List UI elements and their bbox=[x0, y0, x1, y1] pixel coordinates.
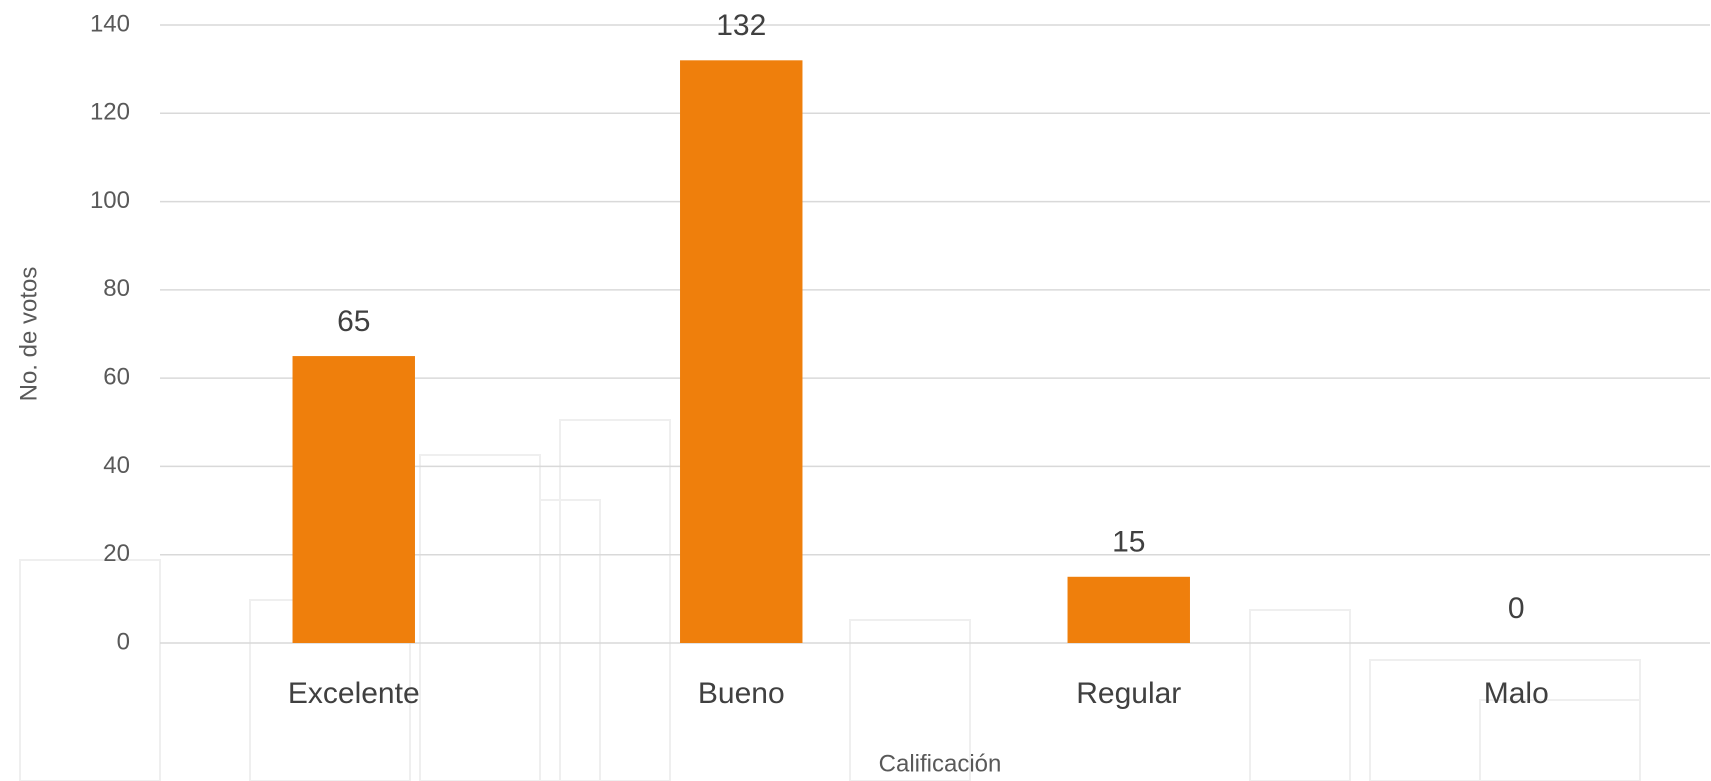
y-axis-title: No. de votos bbox=[15, 267, 42, 402]
y-tick-label: 40 bbox=[103, 452, 130, 479]
bar bbox=[1068, 577, 1190, 643]
x-tick-label: Regular bbox=[1076, 677, 1181, 710]
x-tick-label: Excelente bbox=[288, 677, 420, 710]
chart: No. de votos Calificación 0 20 40 60 80 100 12… bbox=[0, 0, 1711, 781]
bar bbox=[293, 356, 415, 643]
value-label: 15 bbox=[1112, 526, 1145, 559]
x-tick-label: Malo bbox=[1484, 677, 1549, 710]
value-label: 65 bbox=[337, 305, 370, 338]
bar bbox=[680, 60, 802, 643]
x-tick-label: Bueno bbox=[698, 677, 785, 710]
y-tick-label: 60 bbox=[103, 363, 130, 390]
background-sketch bbox=[20, 420, 1640, 781]
y-tick-label: 120 bbox=[90, 99, 130, 126]
y-tick-label: 140 bbox=[90, 10, 130, 37]
value-label: 0 bbox=[1508, 592, 1525, 625]
y-tick-label: 80 bbox=[103, 275, 130, 302]
value-label: 132 bbox=[716, 9, 766, 42]
y-tick-label: 20 bbox=[103, 540, 130, 567]
y-tick-label: 100 bbox=[90, 187, 130, 214]
y-tick-label: 0 bbox=[117, 628, 130, 655]
x-axis-title: Calificación bbox=[879, 750, 1002, 777]
